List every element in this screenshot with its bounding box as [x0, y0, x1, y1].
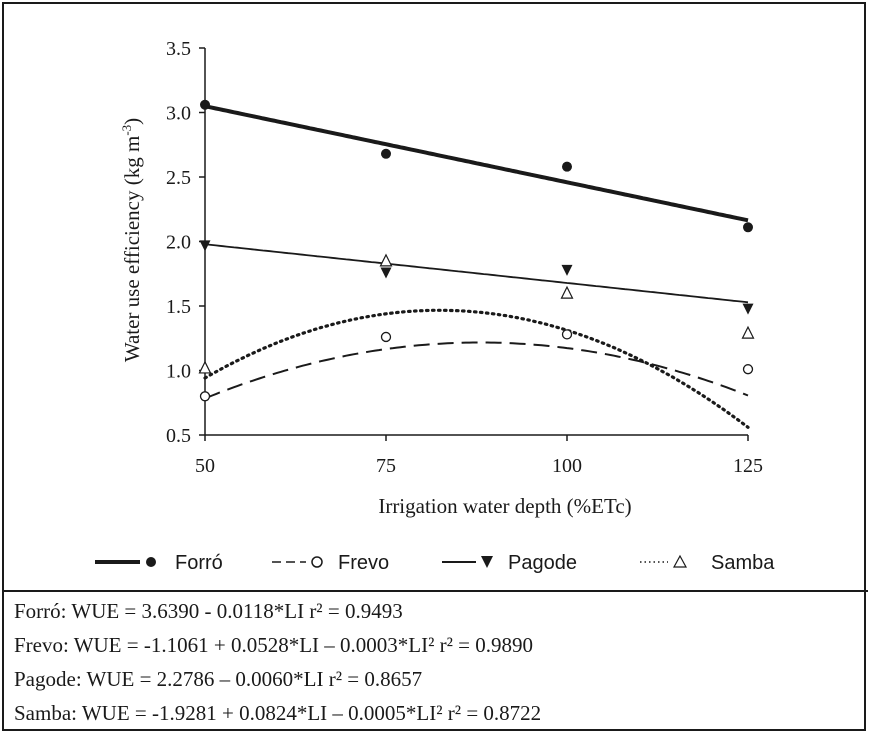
data-point-pagode [742, 303, 754, 315]
legend-samba-marker [672, 554, 688, 568]
data-point-frevo [380, 331, 392, 343]
legend-pagode-label: Pagode [508, 552, 577, 574]
caption-divider [2, 590, 868, 592]
y-axis-label: Water use efficiency (kg m-3) [119, 118, 144, 362]
x-tick-label: 50 [195, 455, 215, 477]
fit-line-frevo [204, 341, 749, 400]
y-tick-label: 1.0 [166, 361, 191, 383]
data-point-frevo [199, 391, 211, 402]
equation-samba: Samba: WUE = -1.9281 + 0.0824*LI – 0.000… [14, 701, 542, 725]
data-point-forro [200, 99, 210, 110]
data-point-samba [741, 325, 755, 339]
y-tick-label: 2.0 [166, 232, 191, 254]
y-tick-label: 2.5 [166, 167, 191, 189]
data-point-pagode [380, 267, 392, 279]
legend-item-frevo: Frevo [272, 552, 389, 574]
chart-canvas: 0.5 1.0 1.5 2.0 2.5 3.0 3.5 50 75 100 125 Irrigat… [95, 38, 775, 574]
legend-frevo-marker [311, 556, 323, 568]
legend-samba-label: Samba [711, 552, 775, 574]
regression-equations: Forró: WUE = 3.6390 - 0.0118*LI r² = 0.9… [14, 594, 854, 730]
y-tick-label: 1.5 [166, 296, 191, 318]
x-ticks: 50 75 100 125 [195, 435, 763, 477]
legend-forro-marker [146, 557, 156, 567]
y-tick-label: 0.5 [166, 425, 191, 447]
fit-line-samba [203, 308, 750, 429]
data-point-frevo [561, 329, 573, 340]
y-axis-label-superscript: -3 [119, 125, 134, 136]
fit-line-pagode [204, 243, 749, 304]
y-tick-label: 3.5 [166, 38, 191, 60]
legend-pagode-marker [481, 556, 493, 568]
equation-frevo: Frevo: WUE = -1.1061 + 0.0528*LI – 0.000… [14, 633, 534, 657]
data-point-forro [743, 222, 753, 233]
data-point-forro [381, 148, 391, 159]
y-ticks: 0.5 1.0 1.5 2.0 2.5 3.0 3.5 [166, 38, 205, 447]
y-axis-label-main: Water use efficiency (kg m [120, 136, 144, 363]
legend-item-pagode: Pagode [442, 552, 577, 574]
equation-pagode: Pagode: WUE = 2.2786 – 0.0060*LI r² = 0.… [14, 667, 423, 691]
chart-axes [204, 48, 748, 436]
data-point-pagode [199, 240, 211, 252]
data-point-samba [198, 360, 212, 374]
data-point-frevo [742, 364, 754, 375]
chart-legend: Forró Frevo Pagode Samba [95, 552, 775, 574]
legend-forro-label: Forró [175, 552, 223, 574]
y-tick-label: 3.0 [166, 103, 191, 125]
x-tick-label: 75 [376, 455, 396, 477]
fit-lines [203, 104, 750, 429]
legend-frevo-label: Frevo [338, 552, 389, 574]
legend-item-samba: Samba [640, 552, 775, 574]
legend-item-forro: Forró [95, 552, 223, 574]
equation-forro: Forró: WUE = 3.6390 - 0.0118*LI r² = 0.9… [14, 599, 403, 623]
fit-line-forro [204, 104, 749, 223]
data-markers [198, 99, 755, 402]
x-axis-label: Irrigation water depth (%ETc) [378, 494, 631, 518]
data-point-samba [379, 253, 393, 267]
data-point-forro [562, 161, 572, 172]
x-tick-label: 100 [552, 455, 582, 477]
x-tick-label: 125 [733, 455, 763, 477]
data-point-pagode [561, 264, 573, 276]
data-point-samba [560, 285, 574, 299]
y-axis-label-close: ) [120, 118, 144, 125]
